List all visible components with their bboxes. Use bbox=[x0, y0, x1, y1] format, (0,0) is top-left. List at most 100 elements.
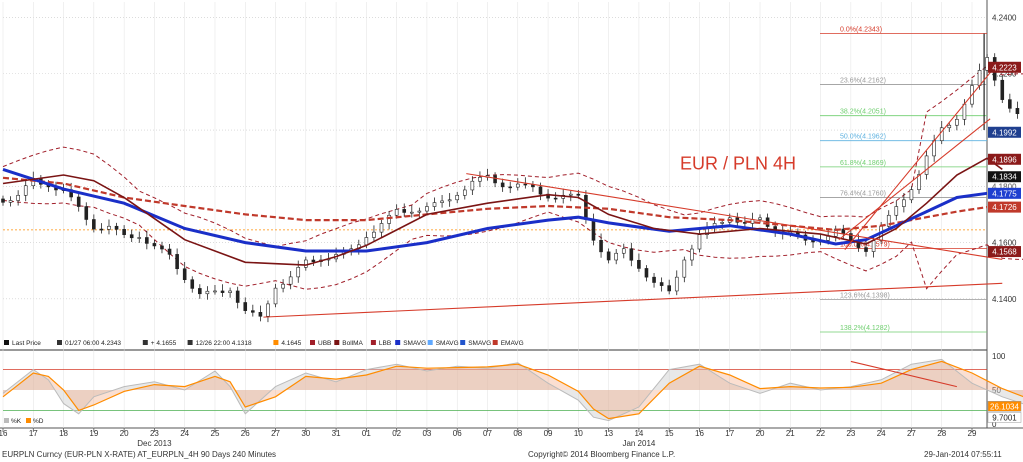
fib-level-label: 0.0%(4.2343) bbox=[840, 27, 882, 34]
candle-body bbox=[107, 225, 111, 230]
ema-line bbox=[2, 176, 988, 232]
x-tick-label: 01 bbox=[362, 429, 371, 438]
candle-body bbox=[591, 219, 596, 241]
osc-legend-item-1: %D bbox=[33, 418, 44, 425]
candle-body bbox=[99, 228, 104, 231]
candle-body bbox=[8, 200, 13, 203]
candle-body bbox=[122, 229, 126, 235]
x-tick-label: 17 bbox=[29, 429, 38, 438]
candle-body bbox=[720, 222, 724, 224]
x-tick-label: 22 bbox=[816, 429, 825, 438]
candle-body bbox=[493, 175, 497, 184]
candle-body bbox=[137, 237, 142, 239]
candle-body bbox=[871, 240, 876, 252]
candle-body bbox=[167, 248, 172, 255]
x-tick-label: 27 bbox=[271, 429, 280, 438]
osc-trendline bbox=[850, 360, 957, 388]
candle-body bbox=[304, 259, 308, 268]
bollinger-lower-band bbox=[2, 199, 1023, 290]
candle-body bbox=[145, 237, 149, 244]
candle-body bbox=[402, 209, 407, 213]
x-tick-label: 15 bbox=[665, 429, 674, 438]
candle-body bbox=[500, 182, 505, 188]
candle-body bbox=[667, 285, 671, 292]
osc-tick-label: 0 bbox=[992, 420, 997, 429]
x-tick-label: 02 bbox=[392, 429, 401, 438]
candle-body bbox=[690, 248, 694, 261]
bollinger-upper-band bbox=[2, 65, 1023, 248]
candle-body bbox=[924, 155, 929, 175]
legend-item-8: SMAVG bbox=[403, 340, 426, 347]
x-tick-label: 23 bbox=[150, 429, 159, 438]
candle-body bbox=[76, 196, 81, 207]
osc-tick-label: 100 bbox=[992, 352, 1006, 361]
x-tick-label: 18 bbox=[59, 429, 68, 438]
value-tag: 4.2223 bbox=[992, 63, 1017, 72]
candle-body bbox=[1008, 99, 1012, 109]
candle-body bbox=[478, 176, 482, 182]
candle-body bbox=[273, 287, 278, 305]
candle-body bbox=[455, 194, 460, 201]
trendline bbox=[838, 118, 991, 241]
candle-body bbox=[614, 252, 618, 261]
legend-swatch bbox=[4, 340, 9, 345]
osc-legend-swatch bbox=[26, 418, 31, 423]
candle-body bbox=[409, 211, 414, 214]
candle-body bbox=[909, 189, 914, 201]
copyright-label: Copyright© 2014 Bloomberg Finance L.P. bbox=[528, 450, 676, 459]
candle-body bbox=[955, 119, 959, 126]
candle-body bbox=[175, 254, 179, 270]
fib-level-label: 123.6%(4.1398) bbox=[840, 292, 890, 299]
price-chart: 4.14004.16004.18004.20004.22004.24004.18… bbox=[0, 0, 1023, 448]
fib-level-label: 50.0%(4.1962) bbox=[840, 134, 886, 141]
candle-body bbox=[251, 310, 255, 313]
x-tick-label: 19 bbox=[89, 429, 98, 438]
osc-d-area bbox=[3, 361, 1023, 419]
legend-swatch bbox=[142, 340, 148, 345]
value-tag-bg bbox=[988, 171, 1021, 183]
candle-body bbox=[417, 210, 422, 213]
x-tick-label: 21 bbox=[786, 429, 795, 438]
value-tag: 4.1726 bbox=[992, 203, 1017, 212]
value-tag: 4.1896 bbox=[992, 155, 1017, 164]
candle-body bbox=[826, 236, 830, 241]
value-tag: 4.1834 bbox=[992, 173, 1017, 182]
trendline bbox=[466, 173, 1003, 260]
value-tag-bg bbox=[988, 61, 1021, 73]
x-tick-label: 30 bbox=[301, 429, 310, 438]
candle-body bbox=[470, 180, 475, 191]
x-tick-label: 28 bbox=[937, 429, 946, 438]
x-tick-label: 16 bbox=[695, 429, 704, 438]
candle-body bbox=[902, 199, 906, 207]
candle-body bbox=[198, 288, 202, 295]
legend-item-0: Last Price bbox=[12, 340, 41, 347]
candle-body bbox=[92, 219, 96, 230]
candle-body bbox=[182, 268, 187, 280]
legend-item-6: BollMA bbox=[342, 340, 363, 347]
candle-body bbox=[629, 248, 634, 261]
legend-item-4: 4.1645 bbox=[281, 340, 301, 347]
month-label: Jan 2014 bbox=[622, 439, 655, 448]
x-tick-label: 20 bbox=[756, 429, 765, 438]
legend-swatch bbox=[187, 340, 193, 345]
legend-swatch bbox=[273, 340, 279, 345]
price-tick-label: 4.2400 bbox=[992, 13, 1017, 22]
fib-level-label: 100.0%(4.1579) bbox=[840, 241, 890, 248]
candle-body bbox=[364, 237, 369, 246]
candle-body bbox=[553, 197, 558, 200]
instrument-label: EURPLN Curncy (EUR-PLN X-RATE) AT_EURPLN… bbox=[2, 450, 277, 459]
candle-body bbox=[917, 174, 921, 190]
fib-level-label: 38.2%(4.2051) bbox=[840, 109, 886, 116]
candle-body bbox=[515, 183, 520, 188]
legend-item-10: SMAVG bbox=[468, 340, 491, 347]
value-tag: 4.1992 bbox=[992, 128, 1017, 137]
candle-body bbox=[447, 199, 452, 202]
candle-body bbox=[962, 103, 967, 120]
x-tick-label: 07 bbox=[483, 429, 492, 438]
x-tick-label: 20 bbox=[120, 429, 129, 438]
month-label: Dec 2013 bbox=[137, 439, 172, 448]
osc-legend-item-0: %K bbox=[11, 418, 22, 425]
value-tag-bg bbox=[988, 246, 1021, 258]
legend-swatch bbox=[57, 340, 62, 345]
